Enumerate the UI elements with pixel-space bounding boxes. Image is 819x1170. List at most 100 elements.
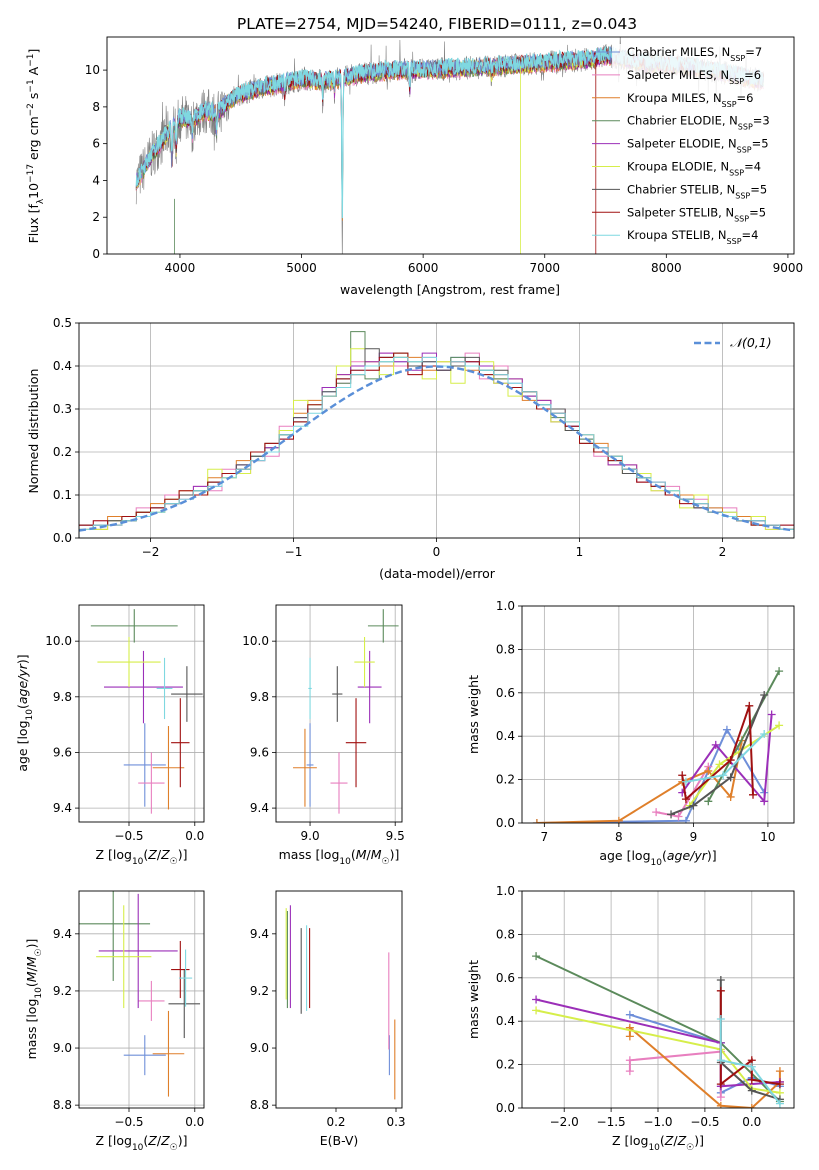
y-axis-label: mass [log10(M/M☉)] (24, 939, 44, 1060)
x-tick-label: 6000 (408, 261, 439, 275)
y-tick-label: 0.4 (496, 729, 515, 743)
y-tick-label: 1.0 (496, 599, 515, 613)
legend-label: Kroupa STELIB, NSSP=4 (627, 228, 758, 246)
histogram-kroupa-stelib (79, 356, 794, 538)
data-point-marker (775, 1099, 784, 1108)
legend-label: Kroupa ELODIE, NSSP=4 (627, 160, 761, 178)
x-tick-label: −1.0 (643, 1115, 672, 1129)
data-point-marker (532, 819, 541, 823)
x-tick-label: 9 (690, 830, 698, 844)
data-point-marker (652, 808, 661, 817)
y-tick-label: 9.6 (53, 745, 72, 759)
series-line-salpeter-miles (628, 1050, 722, 1098)
data-point-marker (681, 816, 690, 823)
mass-vs-Z-plot-area (79, 891, 201, 1097)
x-tick-label: 0 (433, 545, 441, 559)
x-tick-label: 8000 (651, 261, 682, 275)
data-point-marker (716, 1056, 725, 1065)
data-point-marker (625, 1067, 634, 1076)
errorbar-salpeter-elodie (357, 650, 382, 724)
mass-weight-vs-age-axes: 7 8 9 10 0.0 0.2 0.4 0.6 0.8 1.0 age [log10(age/yr… (466, 599, 795, 868)
data-point-marker (760, 690, 769, 699)
legend-label: Kroupa MILES, NSSP=6 (627, 91, 753, 109)
data-point-marker (760, 730, 769, 739)
data-point-marker (775, 667, 784, 676)
errorbar-chabrier-elodie (90, 609, 178, 643)
data-point-marker (749, 790, 758, 799)
y-tick-label: 0.8 (496, 927, 515, 941)
errorbar-salpeter-elodie (98, 893, 178, 1009)
errorbar-kroupa-miles (152, 726, 185, 810)
data-point-marker (532, 1006, 541, 1015)
data-point-marker (532, 952, 541, 961)
data-point-marker (722, 725, 731, 734)
axes-frame (275, 604, 403, 823)
legend-label: Salpeter MILES, NSSP=6 (627, 68, 761, 86)
y-tick-label: 8.8 (250, 1098, 269, 1112)
y-tick-label: 9.4 (250, 801, 269, 815)
data-point-marker (719, 771, 728, 780)
mass-vs-EBV-plot-area (285, 905, 396, 1100)
age-vs-mass-plot-area (293, 609, 399, 814)
y-axis-label: Normed distribution (26, 369, 41, 494)
y-tick-label: 0.3 (53, 402, 72, 416)
x-tick-label: 5000 (286, 261, 317, 275)
errorbar-salpeter-miles (138, 980, 165, 1021)
y-tick-label: 8 (92, 100, 100, 114)
data-point-marker (704, 797, 713, 806)
errorbar-kroupa-elodie (354, 636, 375, 688)
data-point-marker (726, 773, 735, 782)
y-tick-label: 0.2 (53, 445, 72, 459)
data-point-marker (760, 797, 769, 806)
y-tick-label: 0.1 (53, 488, 72, 502)
y-tick-label: 0.0 (496, 1101, 515, 1115)
mass-weight-vs-Z-axes: −2.0 −1.5 −1.0 −0.5 0.0 0.0 0.2 0.4 0.6 0.8 1.0 Z [… (466, 884, 795, 1153)
series-line-kroupa-stelib (719, 1019, 781, 1105)
x-axis-label: E(B-V) (320, 1133, 359, 1148)
data-point-marker (674, 812, 683, 821)
errorbar-kroupa-stelib (179, 949, 193, 1007)
data-point-marker (767, 710, 776, 719)
y-tick-label: 4 (92, 173, 100, 187)
data-point-marker (747, 1062, 756, 1071)
data-point-marker (681, 795, 690, 804)
residuals-axes: −2 −1 0 1 2 0.0 0.1 0.2 0.3 0.4 0.5 𝒩(0,1) (data-mod… (26, 316, 795, 581)
data-point-marker (681, 777, 690, 786)
x-tick-label: 9000 (773, 261, 804, 275)
y-tick-label: 9.6 (250, 745, 269, 759)
mass-vs-EBV-axes: 0.2 0.3 8.8 9.0 9.2 9.4 E(B-V) (250, 890, 406, 1148)
x-tick-label: −0.5 (690, 1115, 719, 1129)
y-tick-label: 0.4 (53, 359, 72, 373)
axes-frame (275, 890, 403, 1109)
y-tick-label: 9.8 (250, 690, 269, 704)
data-point-marker (667, 810, 676, 819)
y-tick-label: 0 (92, 247, 100, 261)
errorbar-chabrier-miles (306, 723, 314, 807)
x-tick-label: 0.0 (185, 829, 204, 843)
data-point-marker (775, 1067, 784, 1076)
legend-label: Chabrier ELODIE, NSSP=3 (627, 114, 770, 132)
x-tick-label: −2 (142, 545, 160, 559)
data-point-marker (716, 1101, 725, 1108)
errorbar-kroupa-stelib (308, 657, 312, 720)
errorbar-chabrier-elodie (79, 891, 151, 981)
y-axis-label: age [log10(age/yr)] (15, 654, 35, 771)
series-line-chabrier-stelib (670, 694, 766, 816)
errorbar-chabrier-miles (123, 1035, 166, 1076)
y-tick-label: 0.6 (496, 971, 515, 985)
data-point-marker (747, 1086, 756, 1095)
normal-distribution-curve (79, 365, 794, 532)
y-tick-label: 0.2 (496, 1058, 515, 1072)
y-tick-label: 10.0 (242, 634, 269, 648)
y-tick-label: 9.4 (53, 801, 72, 815)
data-point-marker (775, 1080, 784, 1089)
x-tick-label: 7 (541, 830, 549, 844)
errorbar-salpeter-stelib (171, 940, 190, 999)
axes-frame (521, 890, 795, 1109)
series-line-chabrier-stelib (719, 980, 781, 1101)
data-point-marker (704, 766, 713, 775)
x-tick-label: −0.5 (114, 1115, 143, 1129)
errorbar-salpeter-elodie (104, 650, 183, 724)
x-axis-label: age [log10(age/yr)] (599, 848, 716, 868)
